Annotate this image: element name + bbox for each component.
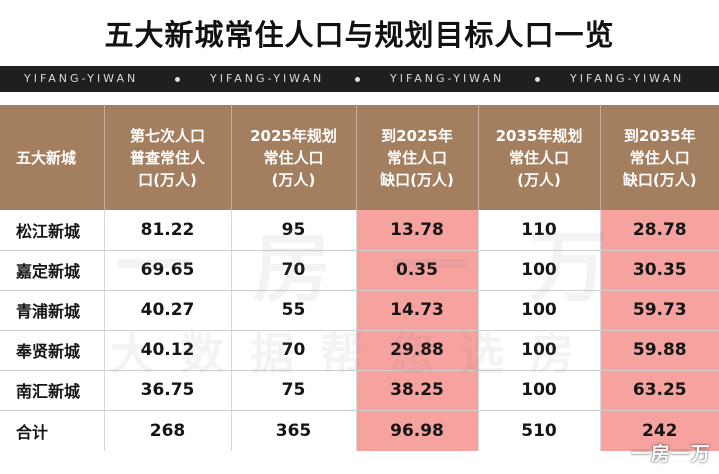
- plan-2025-cell: 95: [231, 210, 357, 251]
- census-cell: 36.75: [104, 370, 232, 411]
- gap-2035-cell: 30.35: [600, 250, 719, 291]
- plan-2035-total-cell: 510: [478, 410, 601, 451]
- gap-2025-cell: 13.78: [356, 210, 479, 251]
- gap-2035-cell: 59.88: [600, 330, 719, 371]
- gap-2035-cell: 59.73: [600, 290, 719, 331]
- plan-2025-cell: 70: [231, 250, 357, 291]
- census-cell: 81.22: [104, 210, 232, 251]
- header-cell: 五大新城: [0, 105, 105, 210]
- population-table-container: 五大新城 第七次人口 普查常住人 口(万人) 2025年规划 常住人口 (万人)…: [0, 105, 719, 474]
- total-label-cell: 合计: [0, 410, 105, 451]
- table-row: 南汇新城 36.75 75 38.25 100 63.25: [0, 370, 719, 411]
- gap-2035-cell: 28.78: [600, 210, 719, 251]
- city-name-cell: 青浦新城: [0, 290, 105, 331]
- plan-2025-cell: 70: [231, 330, 357, 371]
- table-total-row: 合计 268 365 96.98 510 242: [0, 410, 719, 451]
- banner-dot: [175, 77, 180, 82]
- gap-2025-cell: 38.25: [356, 370, 479, 411]
- plan-2025-cell: 75: [231, 370, 357, 411]
- corner-watermark: 一房一万: [630, 443, 711, 465]
- banner-text: YIFANG-YIWAN: [210, 72, 325, 85]
- city-name-cell: 松江新城: [0, 210, 105, 251]
- census-cell: 40.27: [104, 290, 232, 331]
- brand-banner: YIFANG-YIWAN YIFANG-YIWAN YIFANG-YIWAN Y…: [0, 66, 719, 92]
- census-total-cell: 268: [104, 410, 232, 451]
- plan-2035-cell: 100: [478, 250, 601, 291]
- banner-dot: [355, 77, 360, 82]
- plan-2035-cell: 100: [478, 370, 601, 411]
- population-table: 五大新城 第七次人口 普查常住人 口(万人) 2025年规划 常住人口 (万人)…: [0, 105, 719, 451]
- header-cell: 到2025年 常住人口 缺口(万人): [356, 105, 479, 210]
- gap-2025-cell: 14.73: [356, 290, 479, 331]
- table-header-row: 五大新城 第七次人口 普查常住人 口(万人) 2025年规划 常住人口 (万人)…: [0, 105, 719, 210]
- plan-2035-cell: 100: [478, 330, 601, 371]
- header-cell: 2035年规划 常住人口 (万人): [478, 105, 601, 210]
- banner-dot: [535, 77, 540, 82]
- table-row: 嘉定新城 69.65 70 0.35 100 30.35: [0, 250, 719, 291]
- table-row: 松江新城 81.22 95 13.78 110 28.78: [0, 210, 719, 251]
- city-name-cell: 南汇新城: [0, 370, 105, 411]
- plan-2035-cell: 100: [478, 290, 601, 331]
- gap-2025-cell: 29.88: [356, 330, 479, 371]
- gap-2035-cell: 63.25: [600, 370, 719, 411]
- banner-text: YIFANG-YIWAN: [570, 72, 685, 85]
- census-cell: 40.12: [104, 330, 232, 371]
- plan-2025-cell: 55: [231, 290, 357, 331]
- city-name-cell: 嘉定新城: [0, 250, 105, 291]
- table-row: 奉贤新城 40.12 70 29.88 100 59.88: [0, 330, 719, 371]
- city-name-cell: 奉贤新城: [0, 330, 105, 371]
- header-cell: 第七次人口 普查常住人 口(万人): [104, 105, 232, 210]
- banner-text: YIFANG-YIWAN: [24, 72, 139, 85]
- plan-2025-total-cell: 365: [231, 410, 357, 451]
- page-title: 五大新城常住人口与规划目标人口一览: [104, 18, 615, 52]
- header-cell: 到2035年 常住人口 缺口(万人): [600, 105, 719, 210]
- census-cell: 69.65: [104, 250, 232, 291]
- gap-2025-cell: 0.35: [356, 250, 479, 291]
- table-row: 青浦新城 40.27 55 14.73 100 59.73: [0, 290, 719, 331]
- plan-2035-cell: 110: [478, 210, 601, 251]
- gap-2035-total-cell: 242: [600, 410, 719, 451]
- gap-2025-total-cell: 96.98: [356, 410, 479, 451]
- banner-text: YIFANG-YIWAN: [390, 72, 505, 85]
- header-cell: 2025年规划 常住人口 (万人): [231, 105, 357, 210]
